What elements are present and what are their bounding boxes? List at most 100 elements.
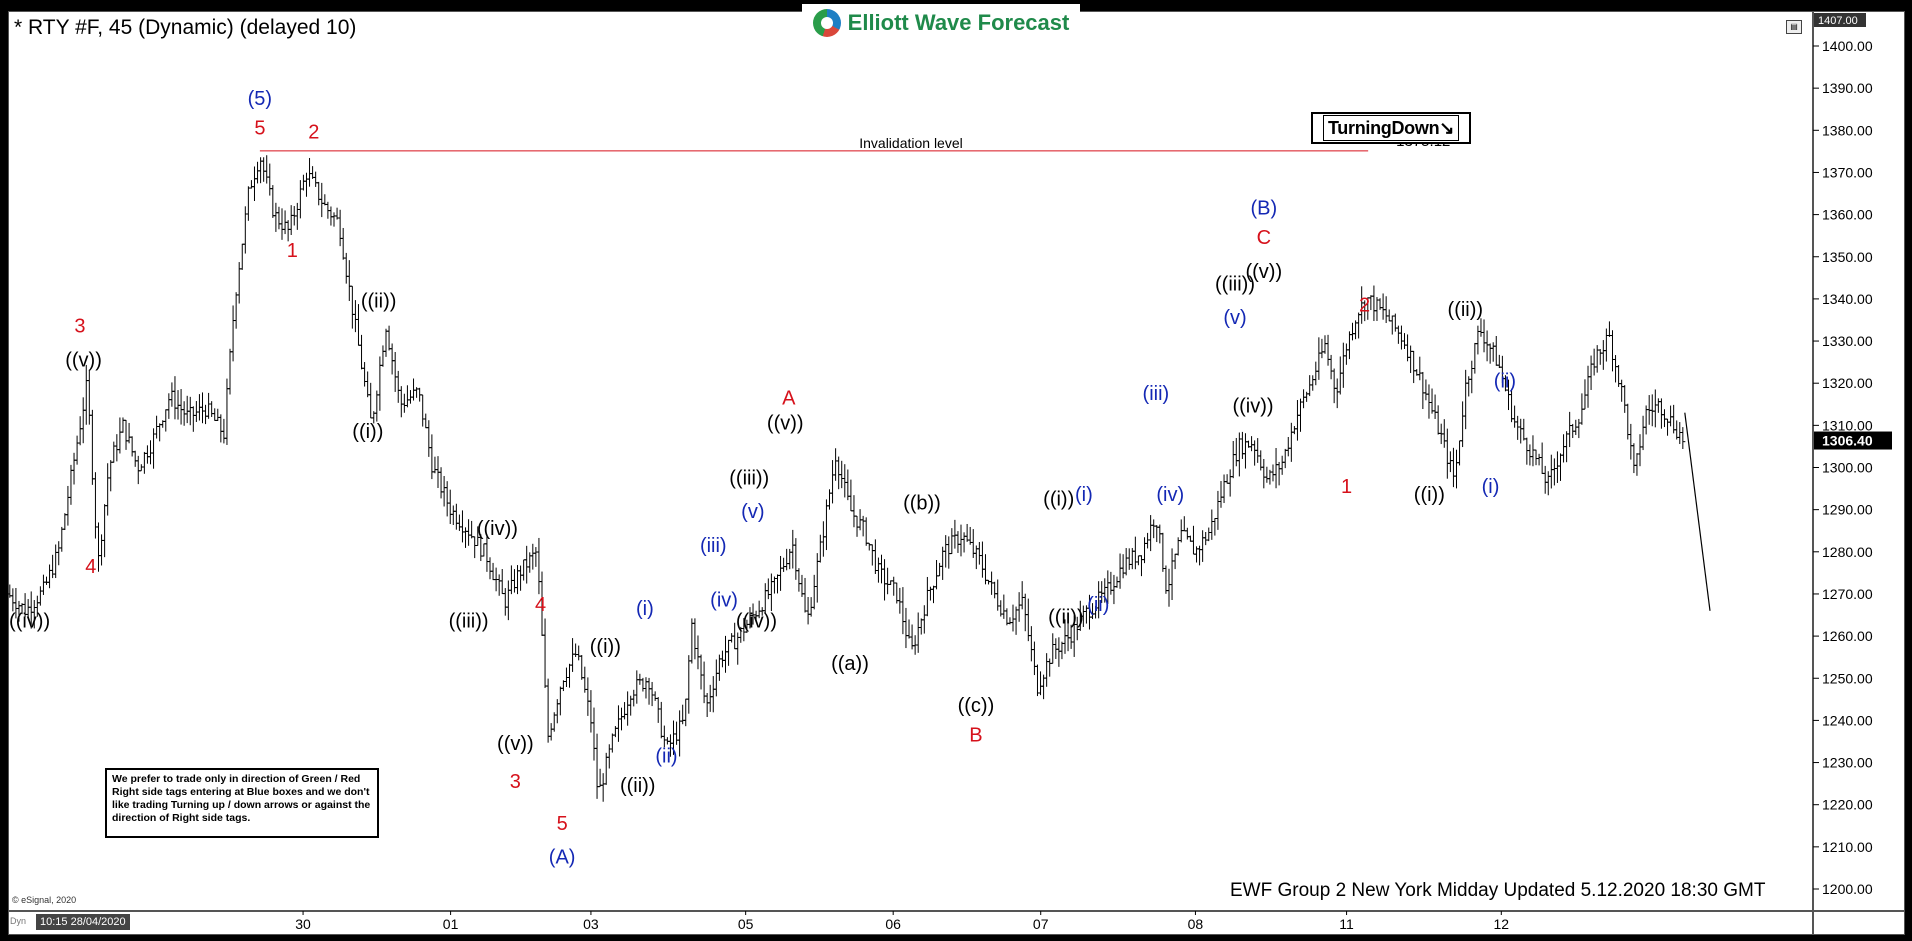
badge-label: TurningDown↘: [1322, 115, 1460, 141]
y-tick-label: 1400.00: [1822, 38, 1873, 54]
wave-label: ((i)): [1414, 484, 1445, 506]
wave-label: ((iv)): [477, 518, 518, 540]
y-tick-label: 1290.00: [1822, 502, 1873, 518]
y-tick-label: 1320.00: [1822, 375, 1873, 391]
x-tick-label: 03: [583, 916, 599, 932]
wave-label: C: [1257, 227, 1271, 249]
wave-label: ((ii)): [1448, 299, 1484, 321]
wave-label: ((iv)): [736, 611, 777, 633]
wave-label: ((a)): [831, 653, 869, 675]
wave-label: ((b)): [903, 493, 941, 515]
copyright: © eSignal, 2020: [12, 895, 77, 905]
wave-label: (ii): [1087, 594, 1109, 616]
time-axis[interactable]: [8, 911, 1813, 935]
wave-label: (iii): [700, 535, 727, 557]
wave-label: 2: [1359, 295, 1370, 317]
axis-corner: [1813, 911, 1905, 935]
wave-label: 4: [535, 594, 546, 616]
chart-title: * RTY #F, 45 (Dynamic) (delayed 10): [14, 16, 357, 39]
wave-label: ((i)): [352, 421, 383, 443]
wave-label: ((ii)): [620, 775, 656, 797]
projection-line: [1684, 412, 1711, 611]
wave-label: ((ii)): [1048, 606, 1084, 628]
wave-label: (v): [1223, 307, 1246, 329]
y-tick-label: 1200.00: [1822, 881, 1873, 897]
wave-label: (5): [248, 88, 272, 110]
wave-label: ((iii)): [729, 467, 769, 489]
y-tick-label: 1210.00: [1822, 839, 1873, 855]
trading-note: We prefer to trade only in direction of …: [105, 768, 379, 838]
wave-label: ((iii)): [1215, 273, 1255, 295]
y-tick-label: 1380.00: [1822, 122, 1873, 138]
y-tick-label: 1270.00: [1822, 586, 1873, 602]
y-tick-label: 1260.00: [1822, 628, 1873, 644]
price-axis[interactable]: [1813, 11, 1905, 911]
logo-text: Elliott Wave Forecast: [847, 10, 1070, 35]
y-tick-label: 1220.00: [1822, 797, 1873, 813]
wave-label: ((iv)): [9, 611, 50, 633]
logo-mark-icon: [812, 9, 841, 37]
y-top-label: 1407.00: [1818, 15, 1858, 27]
wave-label: B: [969, 724, 982, 746]
wave-label: ((v)): [1245, 261, 1282, 283]
wave-label: (iv): [710, 590, 738, 612]
wave-label: (i): [1482, 476, 1500, 498]
y-tick-label: 1300.00: [1822, 460, 1873, 476]
wave-label: 1: [287, 240, 298, 262]
wave-label: 1: [1341, 476, 1352, 498]
logo: Elliott Wave Forecast: [802, 4, 1080, 42]
x-tick-label: 01: [443, 916, 459, 932]
wave-label: (ii): [655, 746, 677, 768]
wave-label: 3: [510, 771, 521, 793]
y-tick-label: 1280.00: [1822, 544, 1873, 560]
wave-label: (iii): [1143, 383, 1170, 405]
wave-label: ((i)): [590, 636, 621, 658]
last-price-tag: [1814, 431, 1892, 450]
turning-down-badge: TurningDown↘: [1311, 112, 1471, 144]
last-price-label: 1306.40: [1822, 433, 1873, 449]
wave-label: ((i)): [1043, 488, 1074, 510]
x-tick-label: 12: [1494, 916, 1510, 932]
y-tick-label: 1330.00: [1822, 333, 1873, 349]
wave-label: ((v)): [767, 413, 804, 435]
chart-settings-icon[interactable]: ▤: [1786, 20, 1802, 34]
y-tick-label: 1340.00: [1822, 291, 1873, 307]
y-tick-label: 1350.00: [1822, 249, 1873, 265]
wave-label: ((v)): [497, 733, 534, 755]
wave-label: 5: [254, 118, 265, 140]
x-tick-label: 07: [1033, 916, 1049, 932]
x-tick-label: 30: [295, 916, 311, 932]
wave-label: (iv): [1156, 484, 1184, 506]
wave-label: (v): [741, 501, 764, 523]
wave-label: A: [782, 387, 796, 409]
wave-label: 5: [557, 813, 568, 835]
wave-label: ((v)): [65, 349, 102, 371]
wave-label: (ii): [1494, 370, 1516, 392]
wave-label: (i): [1075, 484, 1093, 506]
wave-label: 4: [85, 556, 96, 578]
wave-label: 2: [308, 122, 319, 144]
wave-label: ((ii)): [361, 290, 397, 312]
y-tick-label: 1240.00: [1822, 712, 1873, 728]
plot-area[interactable]: [8, 11, 1813, 911]
cursor-timestamp: 10:15 28/04/2020: [36, 914, 130, 930]
y-tick-label: 1310.00: [1822, 417, 1873, 433]
y-tick-label: 1250.00: [1822, 670, 1873, 686]
wave-label: 3: [74, 316, 85, 338]
wave-label: (B): [1250, 198, 1277, 220]
x-tick-label: 11: [1339, 916, 1354, 932]
y-top-tag: [1814, 13, 1866, 27]
wave-label: (i): [636, 598, 654, 620]
y-tick-label: 1370.00: [1822, 164, 1873, 180]
y-tick-label: 1390.00: [1822, 80, 1873, 96]
invalidation-label: Invalidation level: [859, 135, 963, 151]
y-tick-label: 1230.00: [1822, 755, 1873, 771]
update-footer: EWF Group 2 New York Midday Updated 5.12…: [1230, 880, 1766, 901]
wave-label: (A): [549, 847, 576, 869]
x-tick-label: 08: [1188, 916, 1204, 932]
x-tick-label: 05: [738, 916, 754, 932]
dyn-label: Dyn: [10, 916, 27, 926]
wave-label: ((c)): [958, 695, 995, 717]
